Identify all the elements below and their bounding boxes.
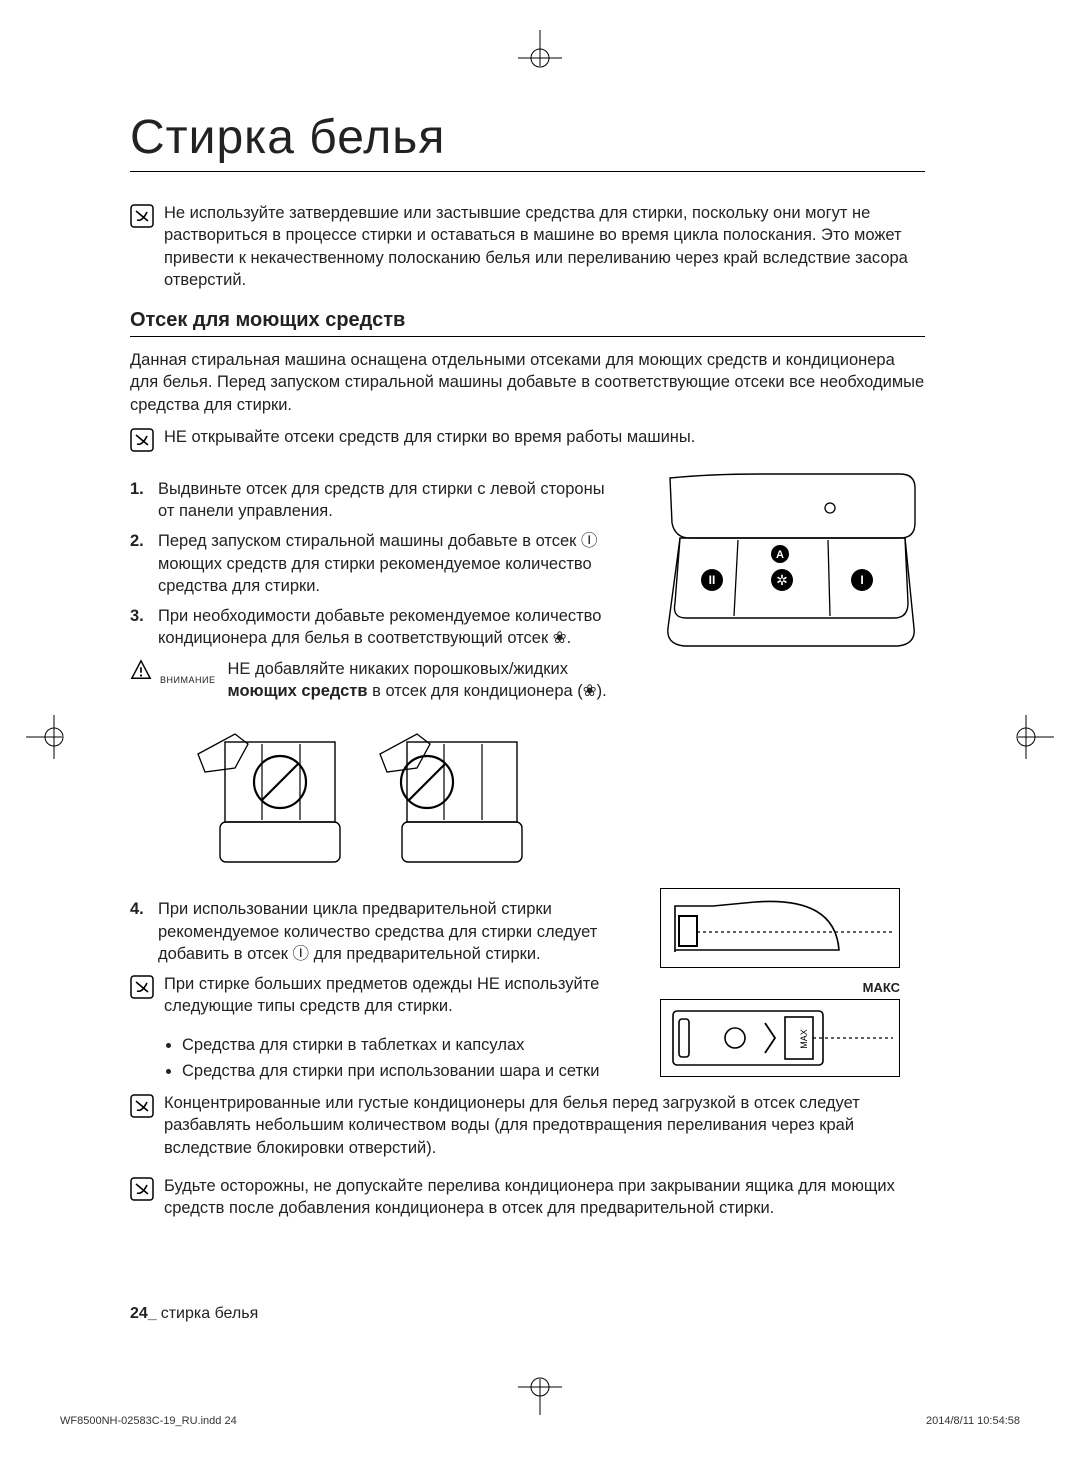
note-text: При стирке больших предметов одежды НЕ и…	[164, 973, 625, 1018]
right-figures: МАКС MAX	[660, 888, 910, 1089]
section-detergent-drawer: Отсек для моющих средств	[130, 309, 925, 337]
note-hardened-detergent: Не используйте затвердевшие или застывши…	[130, 202, 925, 291]
crop-mark-left	[26, 707, 66, 767]
crop-mark-top	[510, 30, 570, 70]
intro-paragraph: Данная стиральная машина оснащена отдель…	[130, 349, 925, 416]
bullet-tablets: Средства для стирки в таблетках и капсул…	[182, 1034, 625, 1056]
step-text: При использовании цикла предварительной …	[158, 898, 625, 965]
note-icon	[130, 428, 154, 452]
warning-icon	[130, 659, 152, 681]
figure-drawer-side	[660, 888, 900, 968]
svg-text:MAX: MAX	[799, 1029, 809, 1049]
print-info: WF8500NH-02583C-19_RU.indd 24 2014/8/11 …	[60, 1415, 1020, 1427]
step-3: 3.При необходимости добавьте рекомендуем…	[130, 605, 625, 650]
svg-text:✲: ✲	[776, 572, 788, 588]
figure-drawer-top: MAX	[660, 999, 900, 1077]
step-1: 1.Выдвиньте отсек для средств для стирки…	[130, 478, 625, 523]
note-text: Концентрированные или густые кондиционер…	[164, 1092, 925, 1159]
step-4: 4.При использовании цикла предварительно…	[130, 898, 625, 965]
warning-no-detergent-in-softener: ВНИМАНИЕ НЕ добавляйте никаких порошковы…	[130, 658, 625, 703]
note-text: Не используйте затвердевшие или застывши…	[164, 202, 925, 291]
svg-text:II: II	[709, 573, 716, 587]
note-text: НЕ открывайте отсеки средств для стирки …	[164, 426, 695, 448]
drawer-illustration: A II ✲ I	[650, 468, 920, 658]
pour-illustration-1	[190, 724, 360, 874]
step-text: Выдвиньте отсек для средств для стирки с…	[158, 478, 625, 523]
page-number: 24_	[130, 1305, 157, 1322]
bullet-ball-net: Средства для стирки при использовании ша…	[182, 1060, 625, 1082]
crop-mark-bottom	[510, 1375, 570, 1415]
note-do-not-open: НЕ открывайте отсеки средств для стирки …	[130, 426, 925, 452]
note-overflow-caution: Будьте осторожны, не допускайте перелива…	[130, 1175, 925, 1220]
pour-illustration-2	[372, 724, 542, 874]
note-icon	[130, 1177, 154, 1201]
step-text: При необходимости добавьте рекомендуемое…	[158, 605, 625, 650]
note-icon	[130, 204, 154, 228]
note-icon	[130, 1094, 154, 1118]
print-timestamp: 2014/8/11 10:54:58	[926, 1415, 1020, 1427]
crop-mark-right	[1014, 707, 1054, 767]
steps-list-2: 4.При использовании цикла предварительно…	[130, 898, 625, 965]
warning-text: НЕ добавляйте никаких порошковых/жидких …	[227, 658, 625, 703]
page-footer: 24_стирка белья	[130, 1305, 258, 1323]
note-text: Будьте осторожны, не допускайте перелива…	[164, 1175, 925, 1220]
steps-list: 1.Выдвиньте отсек для средств для стирки…	[130, 478, 625, 650]
warning-label: ВНИМАНИЕ	[160, 675, 215, 685]
step-text: Перед запуском стиральной машины добавьт…	[158, 530, 625, 597]
svg-text:I: I	[860, 573, 863, 587]
max-label: МАКС	[660, 980, 900, 995]
page-title: Стирка белья	[130, 110, 925, 172]
note-icon	[130, 975, 154, 999]
note-large-items: При стирке больших предметов одежды НЕ и…	[130, 973, 625, 1018]
illustration-row	[190, 724, 925, 874]
print-file: WF8500NH-02583C-19_RU.indd 24	[60, 1415, 237, 1427]
bullet-list: Средства для стирки в таблетках и капсул…	[160, 1034, 625, 1083]
step-2: 2.Перед запуском стиральной машины добав…	[130, 530, 625, 597]
svg-text:A: A	[776, 549, 784, 561]
page-label: стирка белья	[161, 1305, 259, 1322]
note-dilute-softener: Концентрированные или густые кондиционер…	[130, 1092, 925, 1159]
